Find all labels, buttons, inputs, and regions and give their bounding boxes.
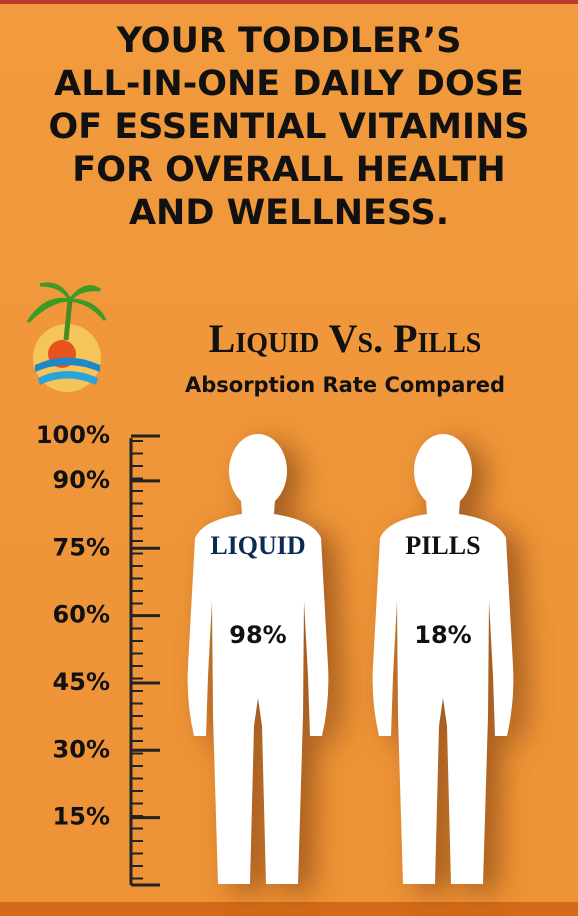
y-tick-label: 100% bbox=[36, 421, 110, 449]
category-label: LIQUID bbox=[210, 531, 305, 560]
y-tick-label: 60% bbox=[53, 601, 110, 629]
value-label: 18% bbox=[414, 621, 471, 649]
title-line: AND WELLNESS. bbox=[129, 193, 449, 233]
title-line: FOR OVERALL HEALTH bbox=[72, 150, 505, 190]
y-tick-label: 30% bbox=[53, 735, 110, 763]
caption: Absorption Rate Compared bbox=[185, 373, 505, 397]
value-label: 98% bbox=[229, 621, 286, 649]
y-tick-label: 90% bbox=[53, 466, 110, 494]
top-stripe bbox=[0, 0, 578, 4]
title-line: OF ESSENTIAL VITAMINS bbox=[49, 107, 530, 147]
subtitle: Liquid Vs. Pills bbox=[209, 316, 482, 361]
y-tick-label: 45% bbox=[53, 668, 110, 696]
title-line: YOUR TODDLER’S bbox=[116, 21, 462, 61]
y-tick-label: 75% bbox=[53, 533, 110, 561]
title-line: ALL-IN-ONE DAILY DOSE bbox=[54, 64, 524, 104]
y-tick-label: 15% bbox=[53, 803, 110, 831]
logo bbox=[26, 282, 107, 392]
bottom-stripe bbox=[0, 902, 578, 916]
category-label: PILLS bbox=[405, 531, 480, 560]
